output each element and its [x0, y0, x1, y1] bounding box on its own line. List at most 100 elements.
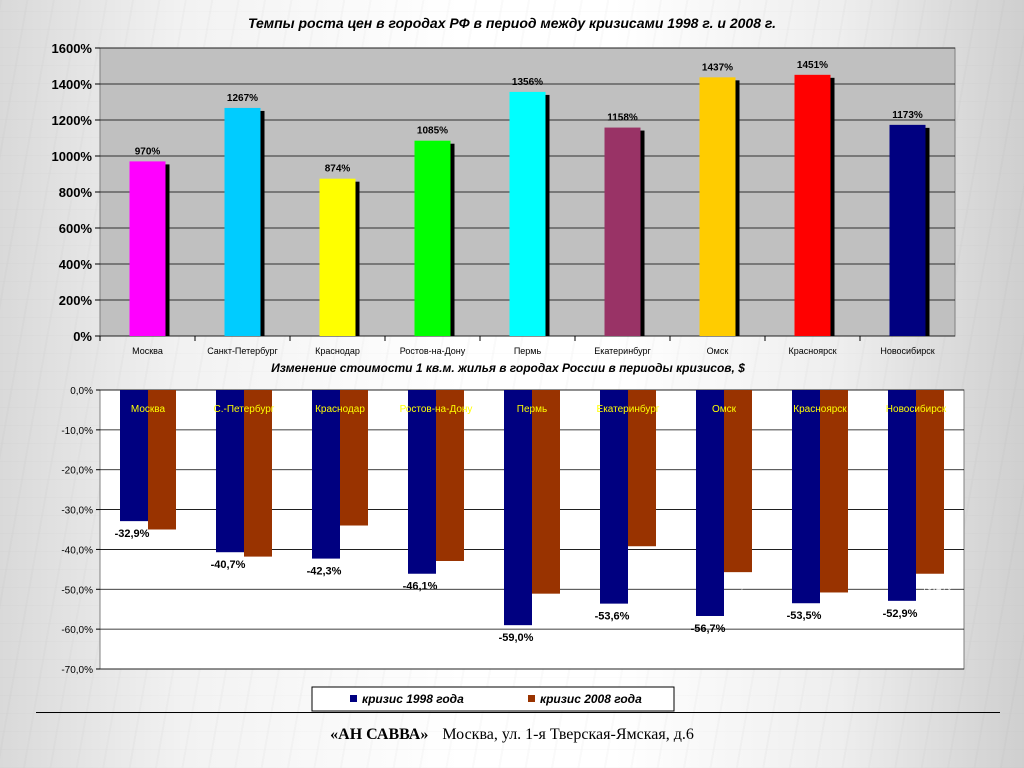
chart1-category-label: Москва [132, 346, 163, 356]
chart2-data-label-2008: -42,9% [437, 568, 472, 580]
chart2-category-label: Красноярск [793, 404, 847, 415]
chart2-y-tick-label: 0,0% [70, 386, 93, 397]
chart1-growth-rate: 0% 200% 400% 600% 800% 1000% 1200% 1400% 1600% 97… [52, 41, 956, 356]
chart1-y-tick-label: 1200% [52, 113, 93, 128]
chart1-bar [699, 77, 736, 336]
chart1-y-tick-label: 1600% [52, 41, 93, 56]
chart2-bar-1998 [792, 390, 820, 604]
chart2-bar-1998 [600, 390, 628, 604]
chart1-y-tick-label: 200% [59, 293, 93, 308]
chart2-bar-2008 [628, 390, 656, 547]
chart2-bar-2008 [820, 390, 848, 593]
footer-company: «АН САВВА» [330, 726, 429, 743]
legend-box [311, 686, 675, 712]
footer-divider [36, 712, 1000, 713]
chart2-y-tick-label: -10,0% [61, 426, 93, 437]
chart1-y-tick-label: 1000% [52, 149, 93, 164]
chart2-bar-2008 [724, 390, 752, 573]
chart1-category-label: Новосибирск [880, 346, 934, 356]
footer-address: Москва, ул. 1-я Тверская-Ямская, д.6 [442, 726, 694, 743]
chart2-bar-2008 [244, 390, 272, 557]
chart1-bar [129, 161, 166, 336]
chart1-y-tick-label: 800% [59, 185, 93, 200]
chart1-category-label: Ростов-на-Дону [400, 346, 466, 356]
chart1-category-label: Омск [707, 346, 729, 356]
chart2-data-label-1998: -59,0% [499, 632, 534, 644]
chart1-category-label: Пермь [514, 346, 542, 356]
chart2-data-label-2008: -34,0% [341, 533, 376, 545]
chart2-data-label-2008: -50,8% [821, 599, 856, 611]
chart2-bar-1998 [504, 390, 532, 626]
chart2-data-label-2008: -46,1% [917, 581, 952, 593]
chart2-category-label: С.-Петербург [214, 403, 275, 415]
chart1-category-label: Санкт-Петербург [207, 346, 278, 356]
chart2-bar-2008 [532, 390, 560, 594]
chart2-bar-1998 [408, 390, 436, 574]
chart2-data-label-2008: -45,7% [725, 579, 760, 591]
chart2-data-label-2008: -41,8% [245, 564, 280, 576]
chart2-category-label: Ростов-на-Дону [400, 404, 473, 415]
chart1-bar [319, 178, 356, 336]
chart2-bar-2008 [340, 390, 368, 526]
chart2-bar-1998 [120, 390, 148, 522]
chart1-y-tick-label: 1400% [52, 77, 93, 92]
chart2-data-label-1998: -42,3% [307, 566, 342, 578]
chart2-category-label: Москва [131, 404, 166, 415]
chart2-category-label: Омск [712, 404, 737, 415]
legend-label-2008: кризис 2008 года [540, 692, 642, 706]
chart2-data-label-1998: -52,9% [883, 608, 918, 620]
chart2-y-tick-label: -30,0% [61, 506, 93, 517]
chart2-bar-1998 [888, 390, 916, 601]
footer: «АН САВВА» Москва, ул. 1-я Тверская-Ямска… [0, 726, 1024, 744]
chart1-data-label: 1267% [227, 93, 258, 104]
chart1-data-label: 1437% [702, 62, 733, 73]
chart2-category-label: Пермь [517, 404, 547, 415]
chart1-bar [889, 124, 926, 336]
chart2-bar-2008 [148, 390, 176, 530]
chart2-data-label-2008: -35,0% [149, 537, 184, 549]
chart1-bar [794, 74, 831, 336]
chart1-bar [604, 127, 641, 336]
chart1-data-label: 1158% [607, 113, 638, 124]
chart1-data-label: 1173% [892, 110, 923, 121]
chart1-y-tick-label: 400% [59, 257, 93, 272]
chart1-title: Темпы роста цен в городах РФ в период ме… [248, 15, 776, 31]
chart1-data-label: 874% [325, 164, 351, 175]
legend-label-1998: кризис 1998 года [362, 692, 464, 706]
chart2-data-label-1998: -32,9% [115, 528, 150, 540]
chart2-bar-1998 [696, 390, 724, 616]
chart2-data-label-1998: -46,1% [403, 581, 438, 593]
chart2-data-label-1998: -40,7% [211, 559, 246, 571]
chart2-data-label-2008: -51,1% [533, 601, 568, 613]
chart2-category-label: Екатеринбург [597, 403, 660, 415]
chart2-bar-2008 [436, 390, 464, 561]
chart2-data-label-1998: -53,6% [595, 611, 630, 623]
chart2-y-tick-label: -40,0% [61, 545, 93, 556]
chart2-data-label-1998: -53,5% [787, 610, 822, 622]
chart1-data-label: 1451% [797, 60, 828, 71]
chart2-legend: кризис 1998 года кризис 2008 года [311, 686, 675, 712]
chart2-title: Изменение стоимости 1 кв.м. жилья в горо… [271, 361, 745, 375]
chart2-category-label: Новосибирск [886, 403, 947, 415]
chart1-bar [224, 107, 261, 336]
chart2-y-tick-label: -60,0% [61, 625, 93, 636]
chart1-category-label: Екатеринбург [594, 346, 651, 356]
chart2-bar-2008 [916, 390, 944, 574]
chart1-y-tick-label: 0% [73, 329, 92, 344]
chart1-category-label: Краснодар [315, 346, 360, 356]
chart2-bar-1998 [312, 390, 340, 559]
chart1-data-label: 970% [135, 146, 161, 157]
chart2-y-tick-label: -50,0% [61, 585, 93, 596]
chart2-data-label-2008: -39,2% [629, 553, 664, 565]
chart2-price-change: 0,0% -10,0% -20,0% -30,0% -40,0% -50,0% -60,0%… [61, 386, 965, 676]
legend-swatch-2008 [528, 695, 535, 702]
chart2-y-tick-label: -20,0% [61, 466, 93, 477]
chart2-data-label-1998: -56,7% [691, 623, 726, 635]
chart1-bar [414, 140, 451, 336]
chart1-bar [509, 91, 546, 336]
chart2-y-tick-label: -70,0% [61, 665, 93, 676]
legend-swatch-1998 [350, 695, 357, 702]
chart1-y-tick-label: 600% [59, 221, 93, 236]
chart1-data-label: 1356% [512, 77, 543, 88]
